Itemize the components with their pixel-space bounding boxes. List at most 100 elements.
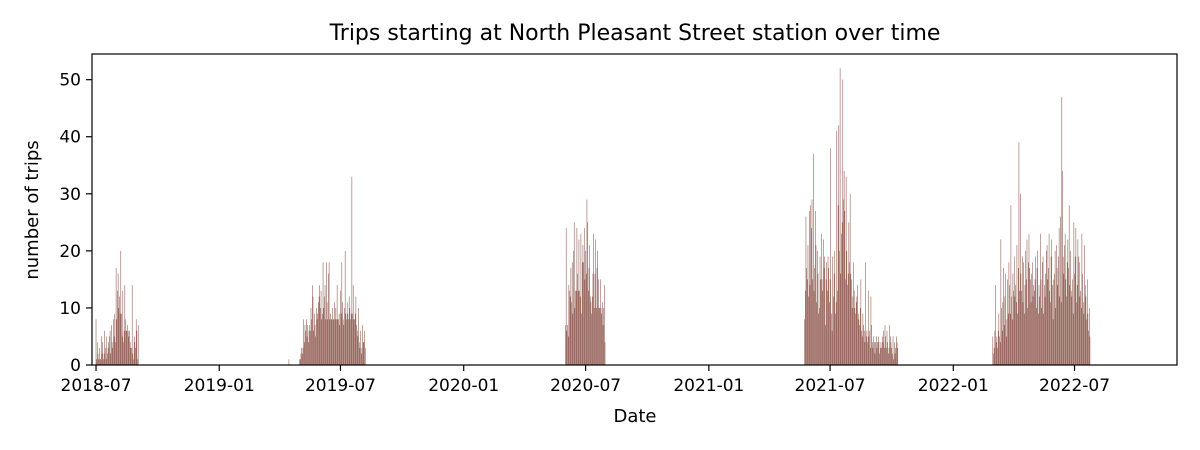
bar bbox=[121, 336, 123, 365]
bar bbox=[1084, 285, 1086, 365]
bar bbox=[602, 325, 604, 365]
bar bbox=[322, 313, 323, 365]
bar bbox=[896, 336, 897, 365]
bar bbox=[1058, 256, 1059, 365]
bar bbox=[817, 273, 819, 365]
bar bbox=[1024, 285, 1026, 365]
bar bbox=[1036, 307, 1037, 365]
bar bbox=[362, 325, 363, 365]
bar bbox=[878, 342, 880, 365]
x-tick-label: 2020-01 bbox=[428, 376, 499, 396]
bar bbox=[575, 290, 576, 365]
bar bbox=[824, 256, 825, 365]
bar bbox=[340, 290, 341, 365]
bar bbox=[590, 296, 591, 365]
bar bbox=[1044, 285, 1045, 365]
bar bbox=[1063, 273, 1065, 365]
bar bbox=[1009, 285, 1010, 365]
bar bbox=[326, 262, 327, 365]
bar bbox=[315, 336, 316, 365]
bar bbox=[134, 342, 136, 365]
bar bbox=[1013, 290, 1014, 365]
x-tick-label: 2022-07 bbox=[1039, 376, 1110, 396]
bar bbox=[1040, 233, 1041, 365]
bar bbox=[104, 330, 105, 365]
bar bbox=[863, 325, 864, 365]
bar bbox=[604, 285, 605, 365]
bar bbox=[329, 319, 331, 365]
bar bbox=[124, 285, 126, 365]
bar bbox=[993, 353, 994, 365]
bar bbox=[1031, 273, 1032, 365]
bar bbox=[1083, 313, 1085, 365]
bar bbox=[1061, 96, 1063, 366]
bar bbox=[571, 302, 572, 365]
bar bbox=[346, 319, 347, 365]
bar bbox=[822, 290, 823, 365]
bar bbox=[888, 347, 890, 365]
bar bbox=[308, 342, 309, 365]
bar bbox=[327, 319, 329, 365]
bar bbox=[999, 336, 1000, 365]
bar bbox=[1054, 250, 1056, 365]
bar bbox=[867, 342, 868, 365]
bar bbox=[1003, 267, 1004, 365]
bar bbox=[813, 153, 814, 365]
x-tick-label: 2021-01 bbox=[673, 376, 744, 396]
bar bbox=[839, 68, 841, 366]
bar bbox=[314, 313, 315, 365]
bar bbox=[328, 262, 330, 365]
bar bbox=[1086, 319, 1087, 365]
bar bbox=[604, 342, 606, 365]
bar bbox=[344, 250, 346, 365]
bar bbox=[884, 325, 886, 365]
bar bbox=[322, 262, 324, 365]
bar bbox=[888, 353, 889, 365]
bar bbox=[1011, 296, 1012, 365]
bar bbox=[1069, 285, 1071, 365]
bar bbox=[339, 325, 341, 365]
bar bbox=[830, 148, 832, 365]
bar bbox=[121, 313, 122, 365]
bar bbox=[853, 290, 855, 365]
bar bbox=[100, 359, 101, 365]
bar bbox=[1053, 279, 1055, 365]
bar bbox=[1086, 279, 1088, 365]
bar bbox=[1059, 296, 1061, 365]
bar bbox=[860, 279, 862, 365]
bar bbox=[882, 336, 883, 365]
bar bbox=[855, 302, 857, 365]
bar bbox=[1049, 290, 1051, 365]
bar bbox=[594, 307, 595, 365]
bar bbox=[850, 273, 852, 365]
x-tick-label: 2022-01 bbox=[918, 376, 989, 396]
x-axis-label: Date bbox=[613, 406, 656, 427]
bar bbox=[1066, 262, 1068, 365]
bar bbox=[805, 290, 806, 365]
bar bbox=[1046, 245, 1048, 365]
bar bbox=[815, 210, 816, 365]
bars bbox=[95, 68, 1091, 366]
bar bbox=[334, 302, 335, 365]
bar bbox=[833, 296, 834, 365]
bar bbox=[129, 330, 130, 365]
bar bbox=[1071, 296, 1073, 365]
bar bbox=[588, 267, 590, 365]
bar bbox=[566, 330, 568, 365]
bar bbox=[846, 250, 848, 365]
bar bbox=[831, 313, 832, 365]
bar bbox=[1023, 262, 1024, 365]
bar bbox=[597, 250, 598, 365]
bar bbox=[358, 307, 359, 365]
bar bbox=[879, 353, 880, 365]
bar bbox=[600, 279, 601, 365]
bar bbox=[1005, 336, 1007, 365]
bar bbox=[1077, 239, 1079, 365]
bar bbox=[581, 262, 583, 365]
bar bbox=[578, 239, 580, 365]
bar bbox=[342, 319, 344, 365]
bar bbox=[1062, 256, 1064, 365]
bar bbox=[827, 256, 829, 365]
bar bbox=[821, 233, 822, 365]
bar bbox=[106, 336, 108, 365]
